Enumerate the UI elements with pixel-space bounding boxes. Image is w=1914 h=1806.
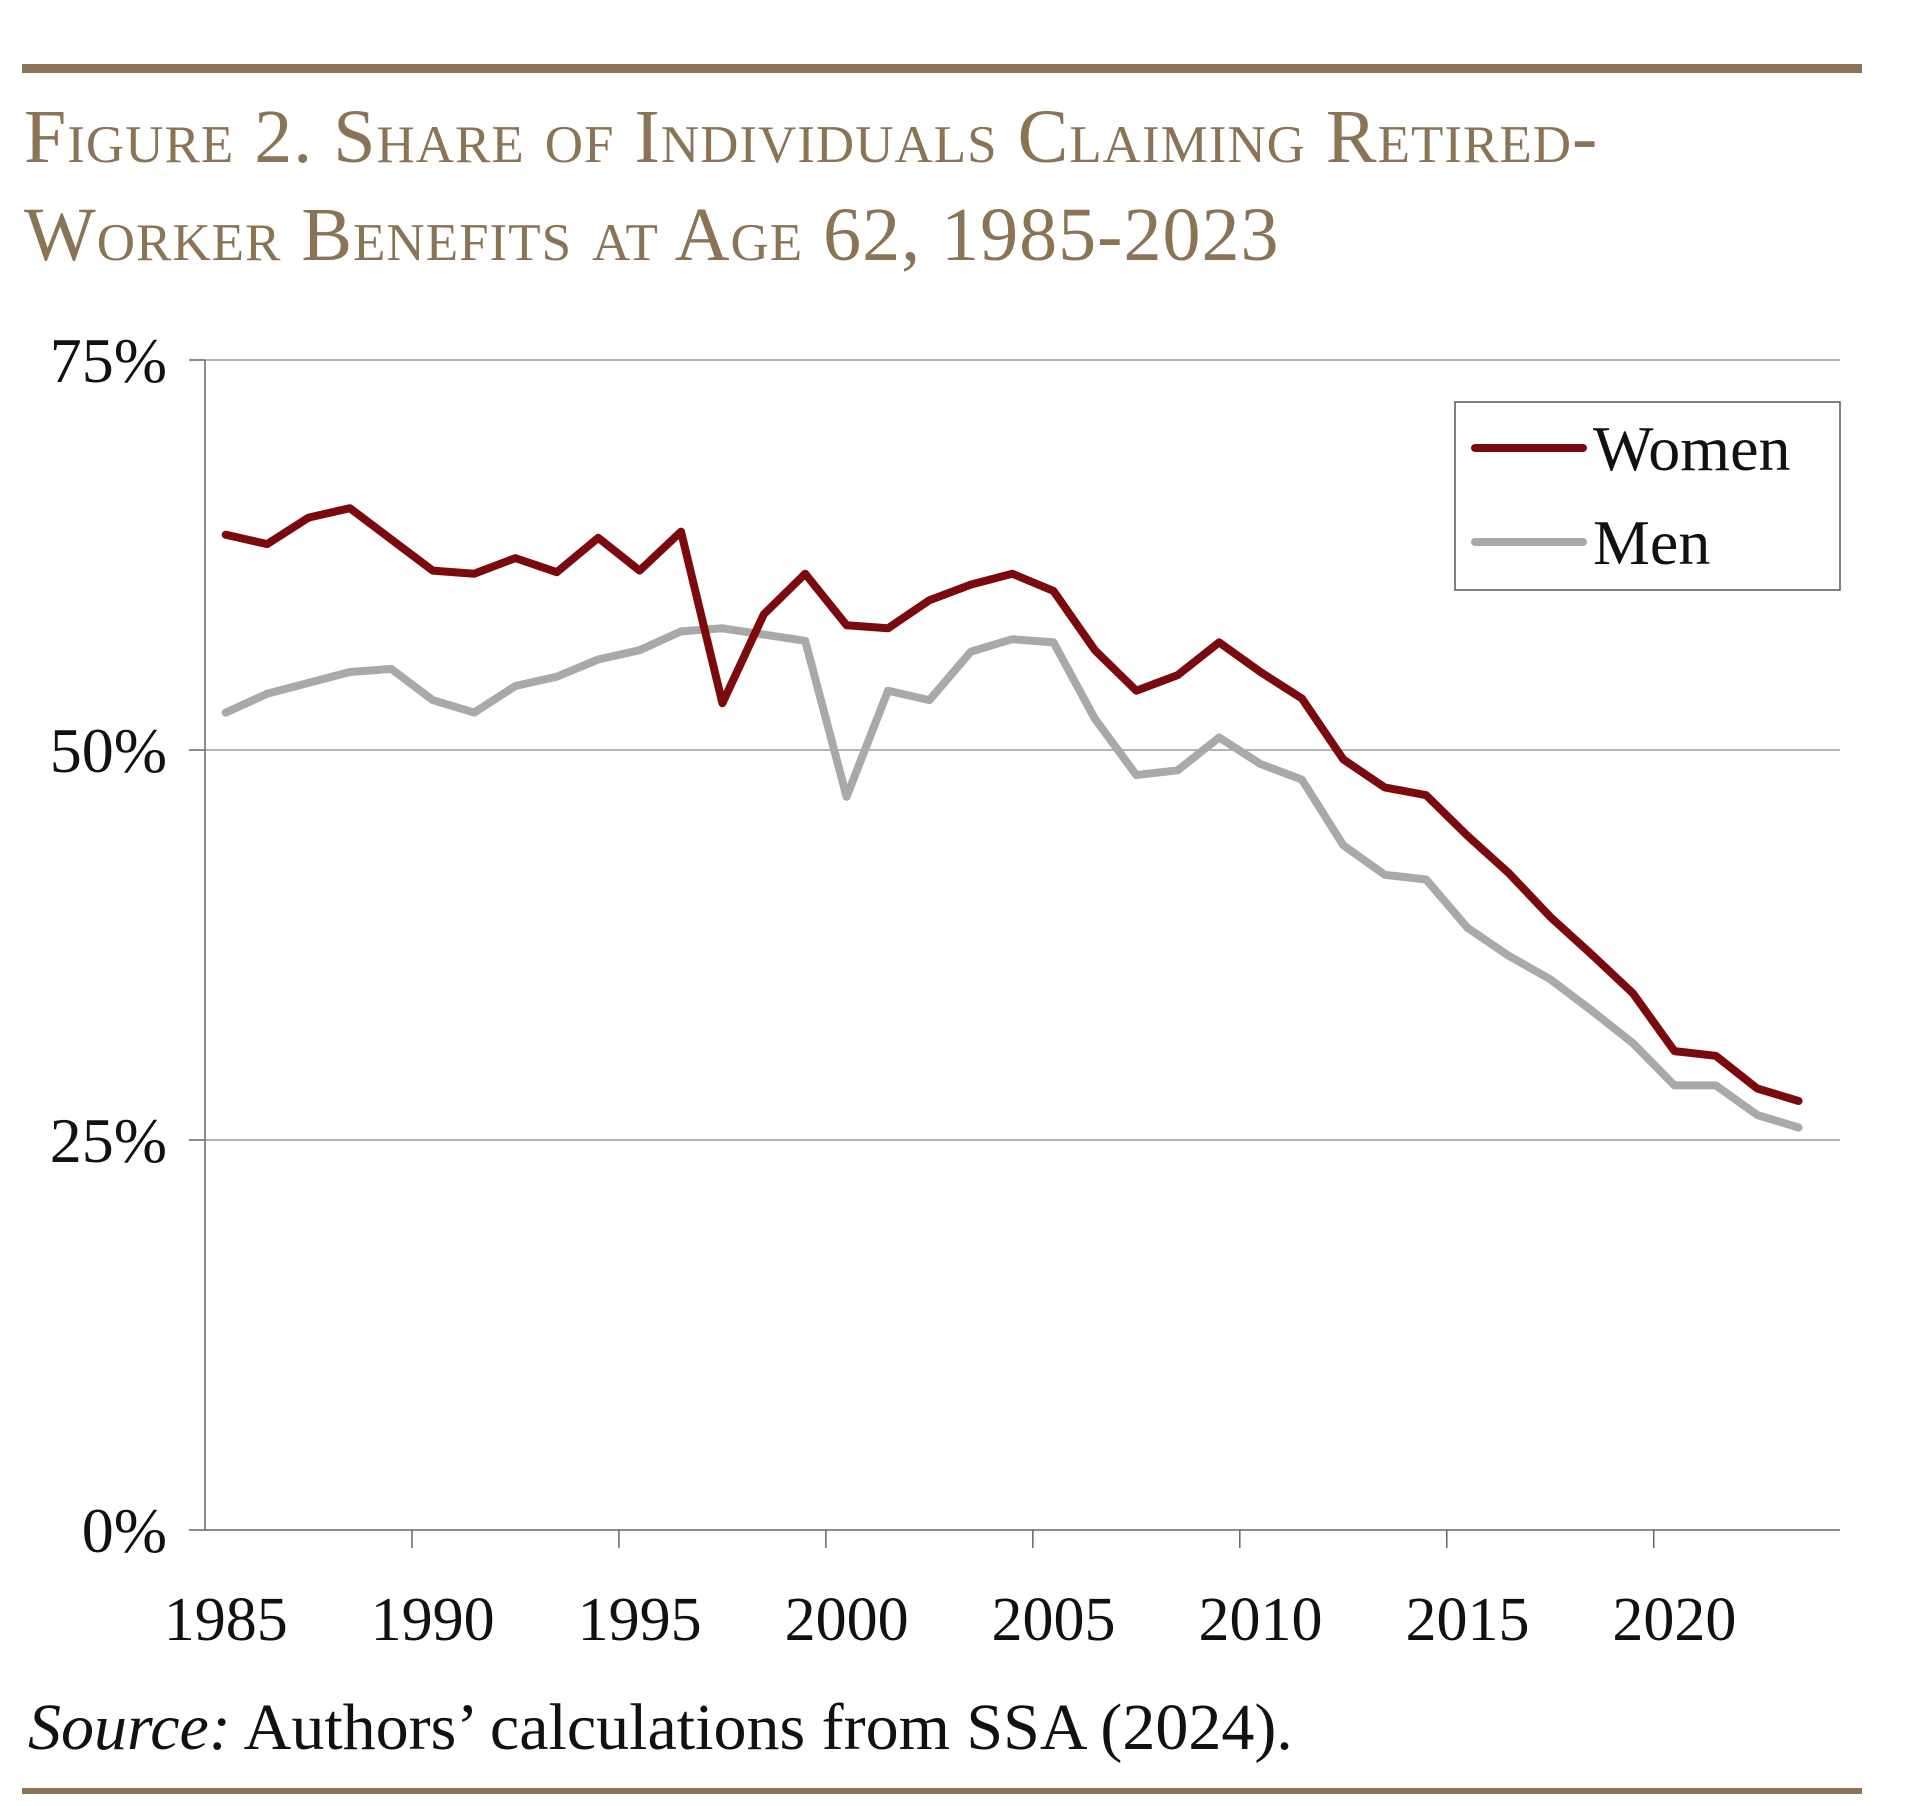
y-tick-label: 0%	[82, 1495, 167, 1566]
y-tick-label: 50%	[50, 715, 167, 786]
source-text: Authors’ calculations from SSA (2024).	[243, 1691, 1293, 1764]
series-lines	[221, 504, 1803, 1132]
bottom-rule	[22, 1788, 1862, 1794]
gridlines	[205, 359, 1840, 1141]
legend-men-label: Men	[1593, 507, 1710, 578]
figure-title-line-2: Worker Benefits at Age 62, 1985-2023	[24, 193, 1280, 277]
legend-box	[1454, 401, 1841, 591]
x-tick-label: 1985	[164, 1586, 288, 1654]
y-tick-label: 75%	[50, 330, 167, 396]
x-axis-ticks: 1985 1990 1995 2000 2005 2010 2015 2020	[164, 1530, 1736, 1654]
series-line-women	[221, 504, 1803, 1105]
x-tick-label: 2020	[1612, 1586, 1736, 1654]
x-tick-label: 2005	[992, 1586, 1116, 1654]
x-tick-label: 2010	[1199, 1586, 1323, 1654]
x-tick-label: 2015	[1405, 1586, 1529, 1654]
x-tick-label: 2000	[785, 1586, 909, 1654]
axes	[204, 360, 1840, 1531]
legend: Women Men	[1454, 401, 1841, 591]
figure-title-line-1: Figure 2. Share of Individuals Claiming …	[24, 95, 1599, 179]
y-axis-ticks: 0% 25% 50% 75%	[50, 330, 205, 1566]
source-note: Source: Authors’ calculations from SSA (…	[28, 1690, 1293, 1766]
figure-title: Figure 2. Share of Individuals Claiming …	[24, 88, 1884, 284]
source-label: Source:	[28, 1691, 231, 1764]
x-tick-label: 1990	[371, 1586, 495, 1654]
series-line-men	[221, 624, 1803, 1132]
line-chart: 0% 25% 50% 75% 1985 1990 1995 2000 2005 2010 2015…	[50, 330, 1841, 1654]
legend-women-label: Women	[1593, 413, 1790, 484]
x-tick-label: 1995	[578, 1586, 702, 1654]
top-rule	[22, 64, 1862, 73]
y-tick-label: 25%	[50, 1105, 167, 1176]
